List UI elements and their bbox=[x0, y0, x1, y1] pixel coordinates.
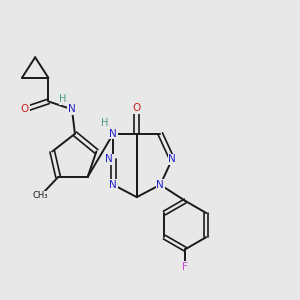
Text: N: N bbox=[109, 129, 117, 139]
Text: N: N bbox=[156, 180, 164, 190]
Text: CH₃: CH₃ bbox=[33, 191, 48, 200]
Text: N: N bbox=[168, 154, 176, 164]
Text: O: O bbox=[21, 104, 29, 114]
Text: O: O bbox=[133, 103, 141, 113]
Text: N: N bbox=[68, 104, 76, 114]
Text: H: H bbox=[101, 118, 108, 128]
Text: N: N bbox=[109, 180, 117, 190]
Text: H: H bbox=[59, 94, 67, 104]
Text: F: F bbox=[182, 262, 188, 272]
Text: N: N bbox=[105, 154, 113, 164]
